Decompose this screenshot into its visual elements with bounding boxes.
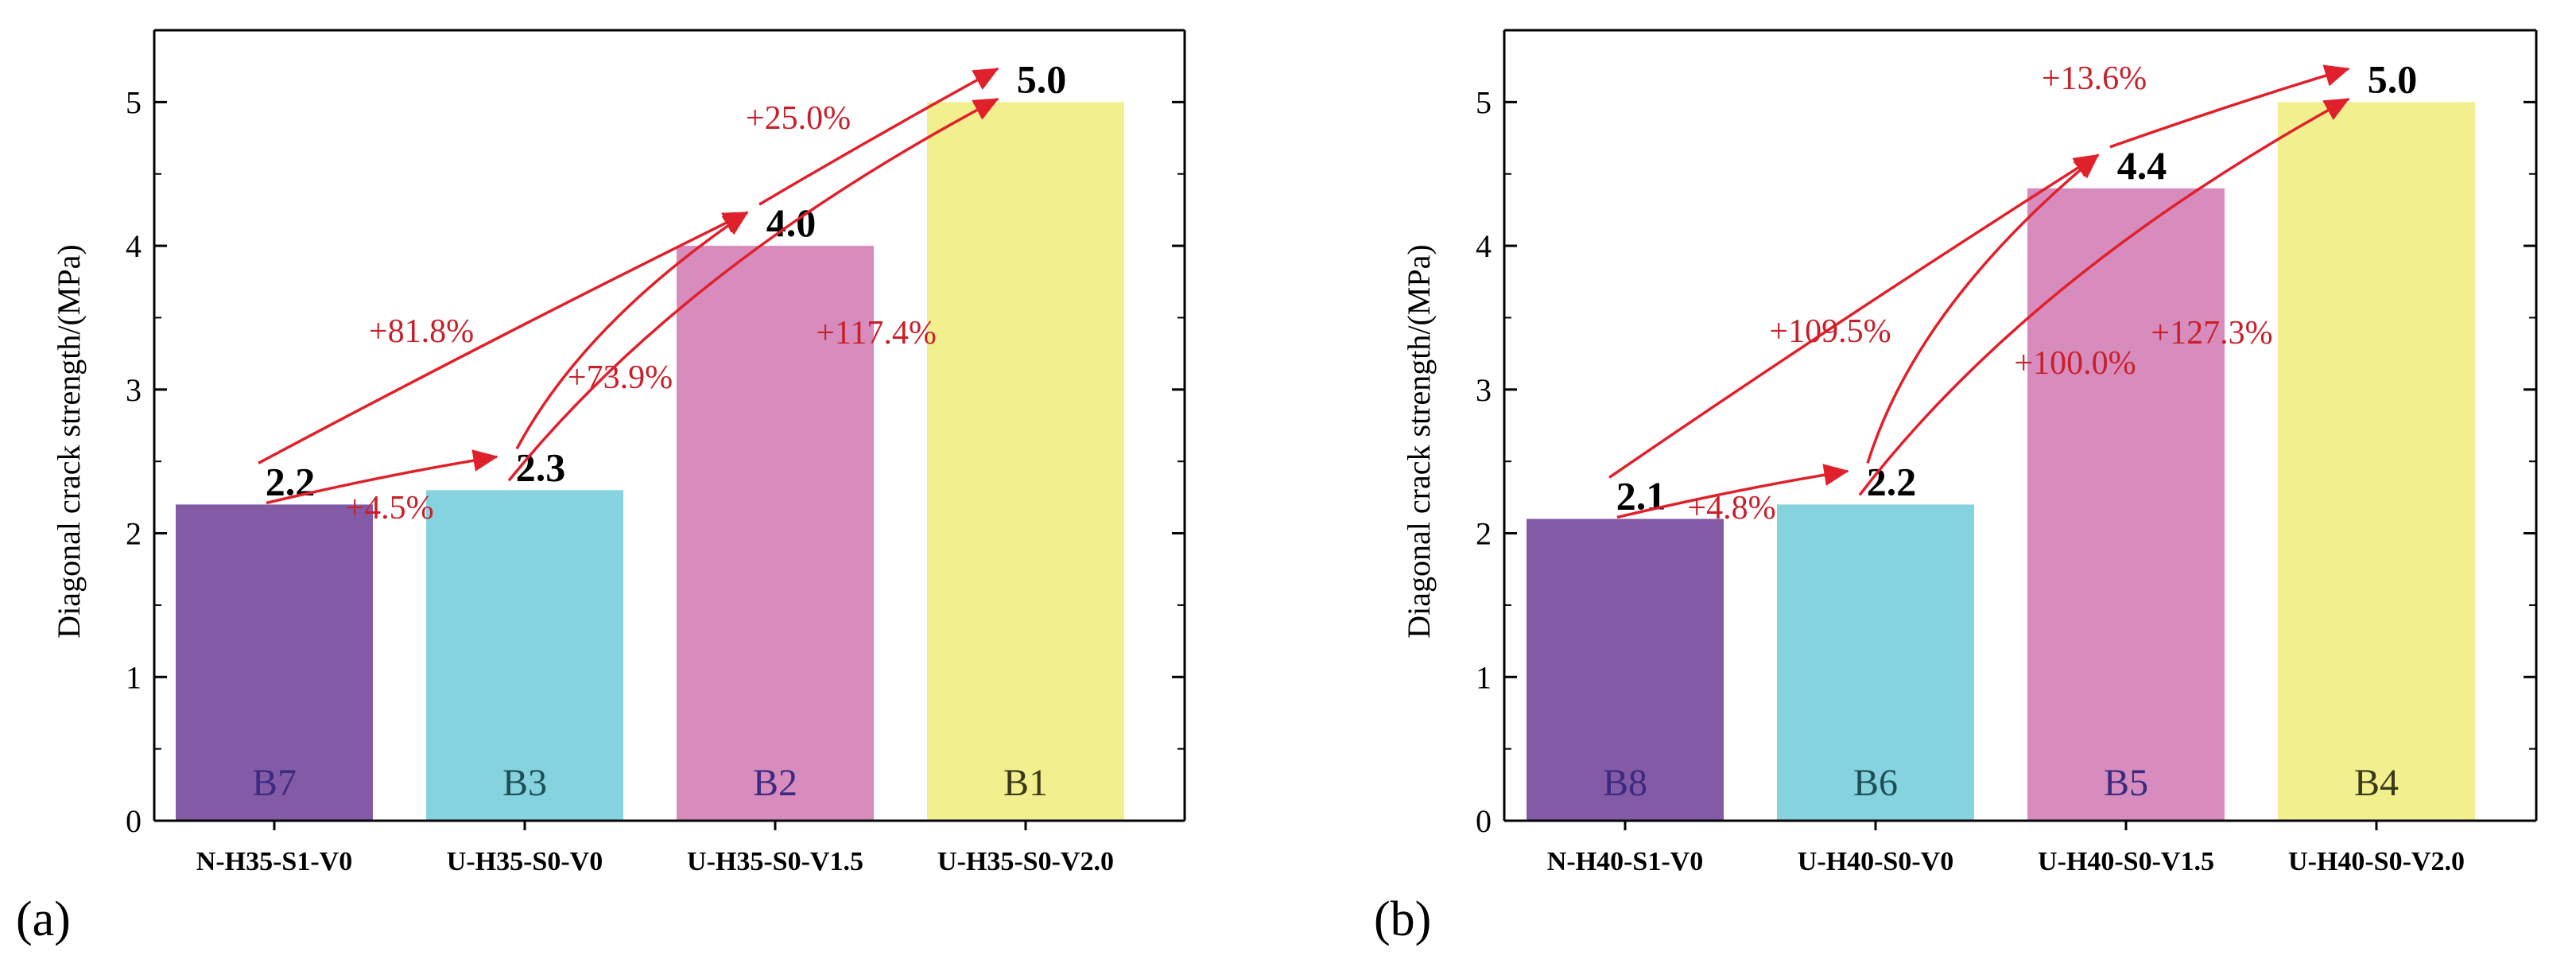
increase-label: +4.5% bbox=[345, 490, 433, 526]
bar-b5 bbox=[2027, 188, 2225, 822]
bar-id-label: B6 bbox=[1853, 762, 1898, 804]
increase-label: +117.4% bbox=[816, 315, 937, 352]
bar-id-label: B2 bbox=[753, 762, 797, 804]
panel-label: (a) bbox=[16, 892, 71, 946]
increase-arrow bbox=[1616, 464, 1849, 519]
bar-id-label: B5 bbox=[2104, 762, 2148, 804]
y-tick-label: 2 bbox=[126, 516, 142, 552]
x-tick-label: N-H35-S1-V0 bbox=[196, 847, 352, 876]
increase-label: +100.0% bbox=[2014, 345, 2136, 382]
panel-label: (b) bbox=[1374, 892, 1431, 946]
x-tick-label: U-H40-S0-V2.0 bbox=[2288, 847, 2465, 876]
y-tick-label: 5 bbox=[126, 84, 142, 120]
increase-label: +73.9% bbox=[568, 359, 673, 396]
y-axis-title: Diagonal crack strength/(MPa) bbox=[51, 244, 87, 638]
y-tick-label: 1 bbox=[126, 659, 142, 695]
x-tick-label: U-H40-S0-V1.5 bbox=[2038, 847, 2214, 876]
increase-arrow bbox=[1608, 153, 2100, 479]
increase-arrow bbox=[515, 211, 749, 450]
bar-id-label: B7 bbox=[252, 762, 297, 804]
increase-arrow bbox=[2109, 64, 2350, 149]
x-tick-label: U-H35-S0-V0 bbox=[447, 847, 603, 876]
y-tick-label: 2 bbox=[1476, 516, 1492, 552]
y-tick-label: 4 bbox=[1476, 228, 1492, 264]
bar-b6 bbox=[1777, 504, 1974, 821]
panel-a: 0 1 2 3 4 5 N-H35-S1-V0 U-H35-S0-V0 U-H35-S0-V1.… bbox=[16, 29, 1186, 946]
bar-b8 bbox=[1527, 519, 1724, 821]
increase-label: +127.3% bbox=[2151, 315, 2272, 352]
bar-b4 bbox=[2278, 102, 2475, 821]
x-tick-label: U-H40-S0-V0 bbox=[1798, 847, 1953, 876]
increase-arrow bbox=[758, 67, 999, 206]
y-tick-label: 4 bbox=[126, 228, 142, 264]
bar-b1 bbox=[927, 102, 1124, 821]
y-tick-label: 0 bbox=[126, 803, 142, 839]
bar-b7 bbox=[176, 504, 373, 821]
value-label: 4.4 bbox=[2117, 143, 2167, 188]
x-tick-label: N-H40-S1-V0 bbox=[1547, 847, 1703, 876]
increase-arrow bbox=[1858, 97, 2350, 496]
value-label: 5.0 bbox=[1017, 56, 1067, 101]
bar-id-label: B4 bbox=[2354, 762, 2399, 804]
value-label: 2.3 bbox=[516, 445, 566, 489]
value-label: 2.2 bbox=[1867, 459, 1917, 503]
increase-label: +13.6% bbox=[2042, 60, 2147, 97]
increase-label: +25.0% bbox=[746, 100, 851, 137]
increase-arrow bbox=[258, 211, 749, 464]
bar-id-label: B1 bbox=[1003, 762, 1048, 804]
y-tick-label: 5 bbox=[1476, 84, 1492, 120]
bar-id-label: B8 bbox=[1603, 762, 1647, 804]
increase-label: +4.8% bbox=[1687, 490, 1775, 526]
y-tick-label: 1 bbox=[1476, 659, 1492, 695]
y-tick-label: 3 bbox=[1476, 372, 1492, 408]
y-axis-title: Diagonal crack strength/(MPa) bbox=[1401, 244, 1437, 638]
value-label: 5.0 bbox=[2368, 56, 2418, 101]
increase-arrow bbox=[266, 449, 499, 505]
increase-arrow bbox=[507, 97, 999, 482]
x-tick-label: U-H35-S0-V2.0 bbox=[937, 847, 1114, 876]
increase-arrow bbox=[1866, 153, 2100, 464]
bar-b2 bbox=[677, 246, 874, 821]
increase-label: +109.5% bbox=[1769, 313, 1891, 350]
x-tick-label: U-H35-S0-V1.5 bbox=[687, 847, 863, 876]
panel-b: 0 1 2 3 4 5 N-H40-S1-V0 U-H40-S0-V0 U-H40-S0-V1.… bbox=[1374, 29, 2538, 946]
bar-b3 bbox=[426, 490, 623, 821]
y-tick-label: 3 bbox=[126, 372, 142, 408]
bar-id-label: B3 bbox=[502, 762, 547, 804]
y-tick-label: 0 bbox=[1476, 803, 1492, 839]
increase-label: +81.8% bbox=[369, 313, 474, 350]
